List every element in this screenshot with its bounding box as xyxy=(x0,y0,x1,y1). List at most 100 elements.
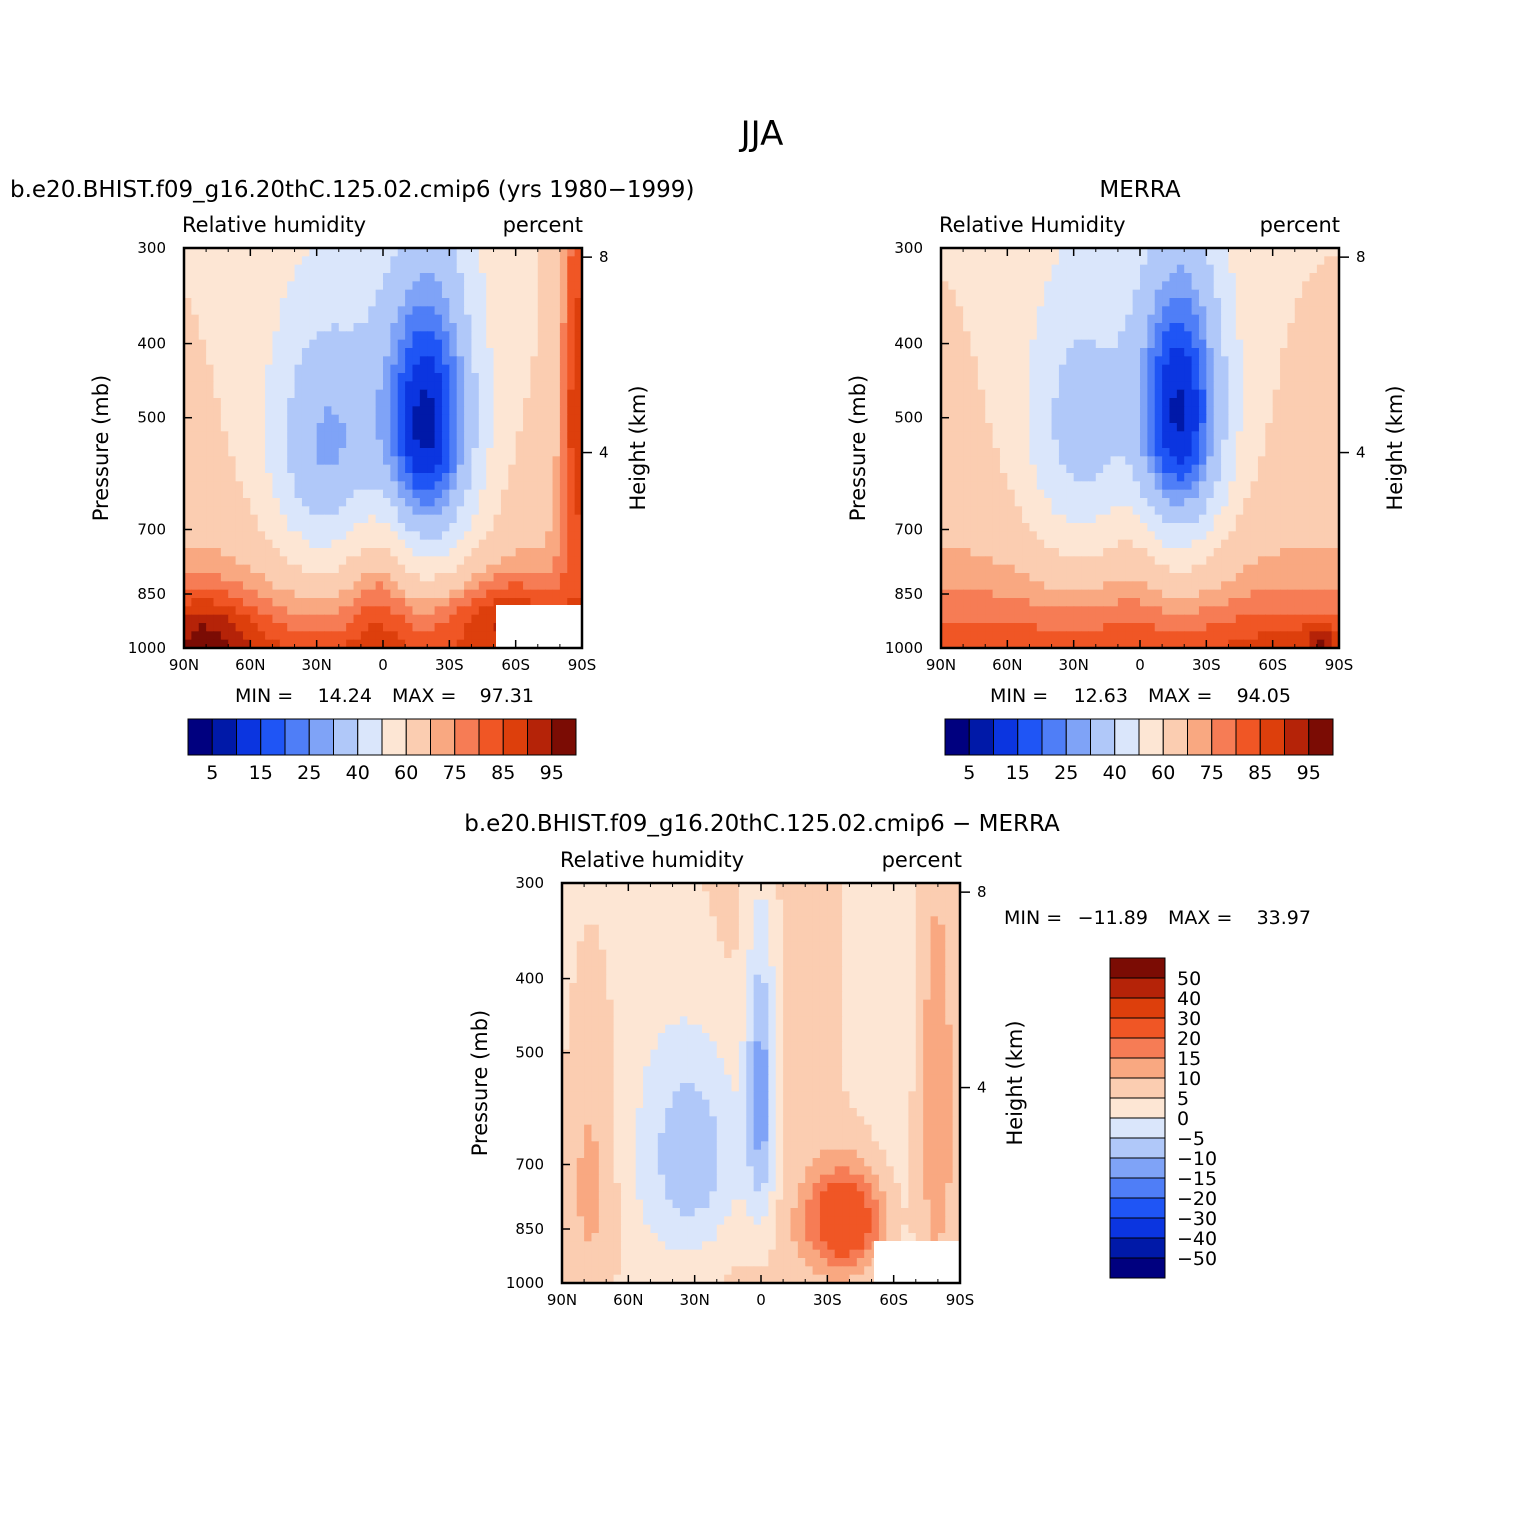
model-field-cell xyxy=(537,281,546,291)
model-field-cell xyxy=(324,406,333,416)
obs-field-cell xyxy=(1117,598,1126,607)
model-field-cell xyxy=(375,581,384,591)
obs-field-cell xyxy=(1257,473,1266,482)
obs-field-cell xyxy=(1309,581,1318,591)
model-field-cell xyxy=(375,381,384,391)
model-field-cell xyxy=(478,523,487,532)
model-field-cell xyxy=(456,256,465,266)
obs-field-cell xyxy=(1073,523,1082,532)
obs-field-cell xyxy=(1198,423,1207,432)
model-field-cell xyxy=(478,573,487,582)
obs-field-cell xyxy=(985,356,994,366)
model-field-cell xyxy=(500,456,509,466)
obs-field-cell xyxy=(1235,289,1244,299)
model-field-cell xyxy=(331,356,340,366)
obs-field-cell xyxy=(1088,273,1097,282)
model-field-cell xyxy=(368,481,377,491)
obs-field-cell xyxy=(1029,464,1038,474)
model-field-cell xyxy=(198,473,207,482)
obs-field-cell xyxy=(985,364,994,374)
obs-field-cell xyxy=(1250,256,1259,266)
model-field-cell xyxy=(228,439,237,449)
obs-field-cell xyxy=(1066,464,1075,474)
model-field-cell xyxy=(559,248,568,257)
obs-field-cell xyxy=(1272,431,1281,441)
model-field-cell xyxy=(206,498,215,507)
model-field-cell xyxy=(456,581,465,591)
model-field-cell xyxy=(206,464,215,474)
obs-field-cell xyxy=(1324,348,1333,357)
model-colorbar-swatch xyxy=(527,718,553,756)
obs-field-cell xyxy=(1088,298,1097,307)
model-field-cell xyxy=(383,406,391,416)
obs-field-cell xyxy=(1213,248,1222,257)
model-field-cell xyxy=(184,581,192,591)
obs-field-cell xyxy=(1147,523,1156,532)
model-field-cell xyxy=(390,431,399,441)
obs-field-cell xyxy=(963,264,972,274)
obs-field-cell xyxy=(1154,323,1163,332)
model-field-cell xyxy=(383,289,391,299)
obs-field-cell xyxy=(970,481,979,491)
model-field-cell xyxy=(441,423,450,432)
model-field-cell xyxy=(250,306,259,316)
model-field-cell xyxy=(353,448,362,457)
obs-field-cell xyxy=(1014,473,1023,482)
model-field-cell xyxy=(456,381,465,391)
obs-field-cell xyxy=(1036,398,1045,407)
model-field-cell xyxy=(478,489,487,499)
obs-field-cell xyxy=(1162,423,1171,432)
model-field-cell xyxy=(265,481,274,491)
obs-field-cell xyxy=(1228,456,1237,466)
obs-field-cell xyxy=(941,364,949,374)
obs-field-cell xyxy=(1073,464,1082,474)
obs-field-cell xyxy=(1088,498,1097,507)
model-field-cell xyxy=(552,423,561,432)
obs-field-cell xyxy=(1243,581,1252,591)
model-field-cell xyxy=(228,456,237,466)
model-field-cell xyxy=(257,306,266,316)
model-field-cell xyxy=(412,573,421,582)
model-field-cell xyxy=(206,373,215,382)
obs-field-cell xyxy=(1184,539,1193,549)
obs-field-cell xyxy=(1287,539,1296,549)
obs-field-cell xyxy=(1051,564,1060,574)
model-field-cell xyxy=(456,589,465,599)
model-field-cell xyxy=(537,289,546,299)
model-field-cell xyxy=(228,606,237,616)
model-field-cell xyxy=(383,373,391,382)
obs-field-cell xyxy=(1036,456,1045,466)
model-field-cell xyxy=(559,389,568,399)
obs-field-cell xyxy=(1140,498,1148,507)
model-field-cell xyxy=(353,614,362,624)
model-field-cell xyxy=(331,548,340,557)
model-field-cell xyxy=(346,581,355,591)
model-field-cell xyxy=(257,598,266,607)
model-field-cell xyxy=(449,581,458,591)
model-field-cell xyxy=(500,423,509,432)
obs-field-cell xyxy=(1088,281,1097,291)
obs-field-cell xyxy=(1117,514,1126,524)
model-field-cell xyxy=(508,506,517,516)
obs-field-cell xyxy=(1184,273,1193,282)
obs-field-cell xyxy=(1073,298,1082,307)
obs-field-cell xyxy=(1140,514,1148,524)
model-field-cell xyxy=(500,473,509,482)
model-field-cell xyxy=(523,398,532,407)
obs-field-cell xyxy=(963,573,972,582)
obs-field-cell xyxy=(941,331,949,341)
model-field-cell xyxy=(279,323,288,332)
obs-field-cell xyxy=(1169,589,1178,599)
model-field-cell xyxy=(220,514,229,524)
obs-field-cell xyxy=(1331,331,1340,341)
obs-field-cell xyxy=(1029,273,1038,282)
model-field-cell xyxy=(434,464,443,474)
obs-field-cell xyxy=(1272,473,1281,482)
obs-field-cell xyxy=(1140,264,1148,274)
obs-field-cell xyxy=(1147,356,1156,366)
model-ytick-label: 850 xyxy=(137,585,166,603)
obs-field-cell xyxy=(1309,489,1318,499)
model-field-cell xyxy=(390,323,399,332)
obs-field-cell xyxy=(1081,598,1090,607)
model-field-cell xyxy=(279,464,288,474)
